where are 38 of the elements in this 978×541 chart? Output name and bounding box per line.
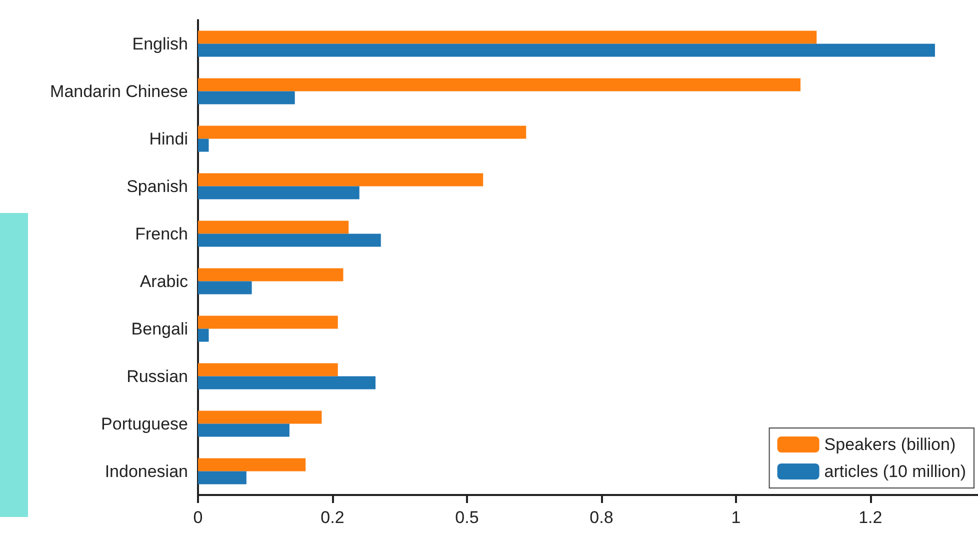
y-tick-label: French xyxy=(135,224,188,244)
y-tick-label: Spanish xyxy=(126,176,188,196)
bar xyxy=(198,91,295,104)
bar xyxy=(198,268,344,282)
bar xyxy=(198,44,935,57)
bar xyxy=(198,328,209,342)
bar xyxy=(198,316,338,329)
legend-label: Speakers (billion) xyxy=(824,435,956,454)
y-tick-label: Indonesian xyxy=(104,462,188,481)
bar xyxy=(198,363,338,376)
bar xyxy=(198,173,484,186)
x-tick-label: 0 xyxy=(193,508,203,527)
bar xyxy=(198,281,252,294)
y-tick-label: Russian xyxy=(126,366,188,386)
bar xyxy=(198,138,209,152)
bar xyxy=(198,471,246,484)
bar xyxy=(198,410,322,424)
y-tick-label: Mandarin Chinese xyxy=(50,82,188,101)
y-tick-label: Bengali xyxy=(131,319,188,338)
x-tick-label: 0.2 xyxy=(320,508,344,527)
bar xyxy=(198,220,349,234)
legend-label: articles (10 million) xyxy=(824,462,966,481)
bar xyxy=(198,424,290,437)
x-tick-label: 1 xyxy=(731,508,741,527)
bar xyxy=(198,30,817,44)
x-tick-label: 0.8 xyxy=(590,508,614,527)
y-tick-label: Hindi xyxy=(149,129,188,148)
bar xyxy=(198,78,800,92)
y-tick-label: Arabic xyxy=(140,272,188,291)
bar xyxy=(198,376,376,390)
x-tick-label: 1.2 xyxy=(858,508,882,527)
x-tick-label: 0.5 xyxy=(455,508,479,527)
bar xyxy=(198,186,360,200)
bar xyxy=(198,458,306,472)
y-tick-label: English xyxy=(132,34,188,54)
y-tick-label: Portuguese xyxy=(101,414,188,434)
bar xyxy=(198,234,381,247)
bar xyxy=(198,126,526,139)
